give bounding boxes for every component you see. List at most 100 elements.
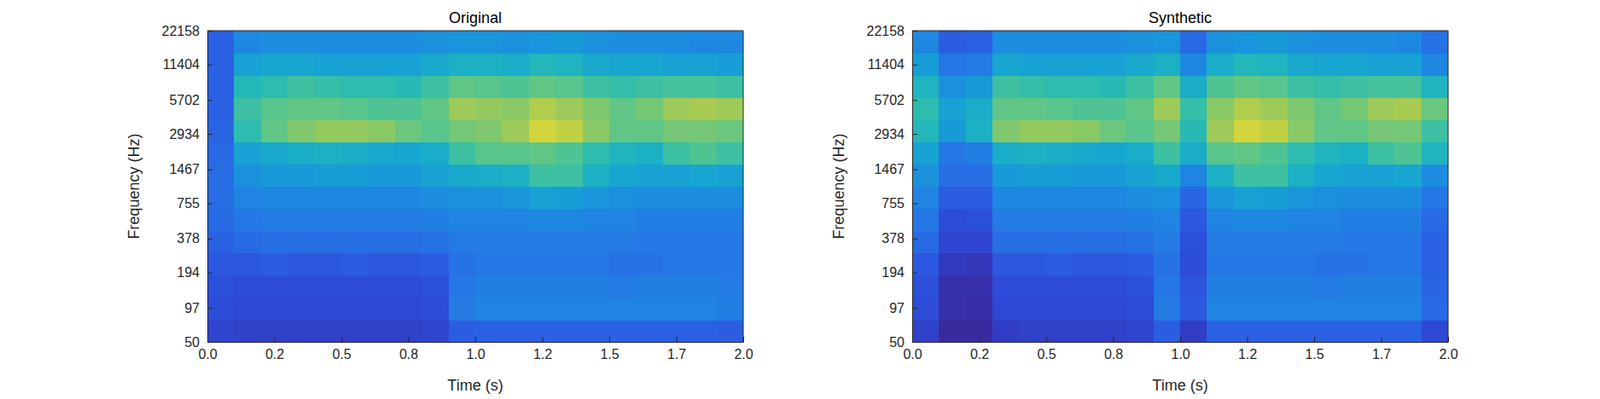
cell (992, 209, 1020, 233)
cell (1421, 320, 1449, 343)
cell (475, 163, 503, 187)
cell (1019, 275, 1048, 299)
cell (1206, 297, 1234, 321)
cell (341, 209, 369, 233)
cell (1046, 186, 1074, 210)
cell (609, 30, 637, 54)
cell (1019, 253, 1048, 277)
cell (341, 320, 369, 343)
tick: 755 (881, 196, 918, 211)
cell (1394, 320, 1422, 343)
cell (1287, 163, 1315, 187)
cell (1367, 97, 1396, 121)
tick-mark (207, 169, 213, 171)
tick-mark (341, 337, 343, 343)
y-axis: 50971943787551467293457021140422158 (866, 23, 919, 350)
cell (501, 209, 530, 233)
cell (421, 253, 449, 277)
cell (1233, 297, 1262, 321)
cell (529, 275, 557, 299)
cell (233, 141, 262, 165)
y-label: Frequency (Hz) (125, 133, 143, 239)
cell (1206, 30, 1234, 54)
cell (609, 253, 637, 277)
cell (287, 163, 315, 187)
cell (1126, 231, 1154, 255)
cell (1180, 209, 1208, 233)
cell (1126, 320, 1154, 343)
cell (1206, 163, 1234, 187)
cell (609, 141, 637, 165)
cell (663, 163, 691, 187)
cell (261, 52, 289, 76)
cell (663, 209, 691, 233)
cell (501, 163, 530, 187)
tick-mark (912, 238, 918, 240)
cell (582, 52, 611, 76)
cell (421, 297, 449, 321)
cell (1260, 186, 1288, 210)
tick: 22158 (866, 23, 919, 39)
cell (1260, 119, 1288, 143)
cell (501, 141, 530, 165)
cell (1126, 97, 1154, 121)
cell (1046, 275, 1074, 299)
tick: 0.8 (1104, 337, 1123, 362)
tick-label: 0.5 (1036, 347, 1056, 362)
cell (1314, 253, 1342, 277)
cell (395, 320, 423, 343)
x-axis: 0.00.20.50.81.01.21.51.72.0 (902, 337, 1458, 362)
axis-line (913, 342, 1449, 344)
tick: 378 (176, 231, 213, 246)
cell (395, 30, 423, 54)
cell (448, 320, 477, 343)
cell (1233, 30, 1262, 54)
cell (1314, 297, 1342, 321)
cell (609, 186, 637, 210)
tick-label: 1.5 (1304, 347, 1324, 362)
tick-mark (207, 64, 213, 66)
cell (689, 275, 717, 299)
cell (261, 275, 289, 299)
cell (529, 30, 557, 54)
cell (367, 275, 396, 299)
cell (1153, 209, 1182, 233)
cell (938, 97, 966, 121)
cell (475, 231, 503, 255)
cell (233, 231, 262, 255)
cell (555, 231, 583, 255)
cell (1099, 253, 1128, 277)
cell (1260, 231, 1288, 255)
cell (1287, 141, 1315, 165)
cell (1072, 163, 1100, 187)
cell (992, 30, 1020, 54)
tick: 2934 (168, 127, 213, 142)
cell (1233, 119, 1262, 143)
cell (421, 97, 449, 121)
cell (912, 186, 940, 210)
tick-label: 0.2 (970, 347, 990, 362)
tick-label: 194 (176, 265, 200, 280)
cell (716, 209, 744, 233)
cell (395, 97, 423, 121)
cell (716, 141, 744, 165)
cell (395, 275, 423, 299)
cell (1019, 320, 1048, 343)
cell (1340, 275, 1368, 299)
cell (1153, 253, 1182, 277)
cell (475, 119, 503, 143)
cell (207, 253, 235, 277)
cell (582, 297, 611, 321)
cell (1153, 141, 1182, 165)
tick-mark (1448, 337, 1449, 343)
cell (1099, 52, 1128, 76)
cell (233, 209, 262, 233)
cell (367, 186, 396, 210)
cell (1206, 209, 1234, 233)
cell (1206, 231, 1234, 255)
cell (1099, 163, 1128, 187)
cell (912, 231, 940, 255)
cell (529, 209, 557, 233)
cell (1421, 97, 1449, 121)
y-label: Frequency (Hz) (830, 133, 848, 239)
